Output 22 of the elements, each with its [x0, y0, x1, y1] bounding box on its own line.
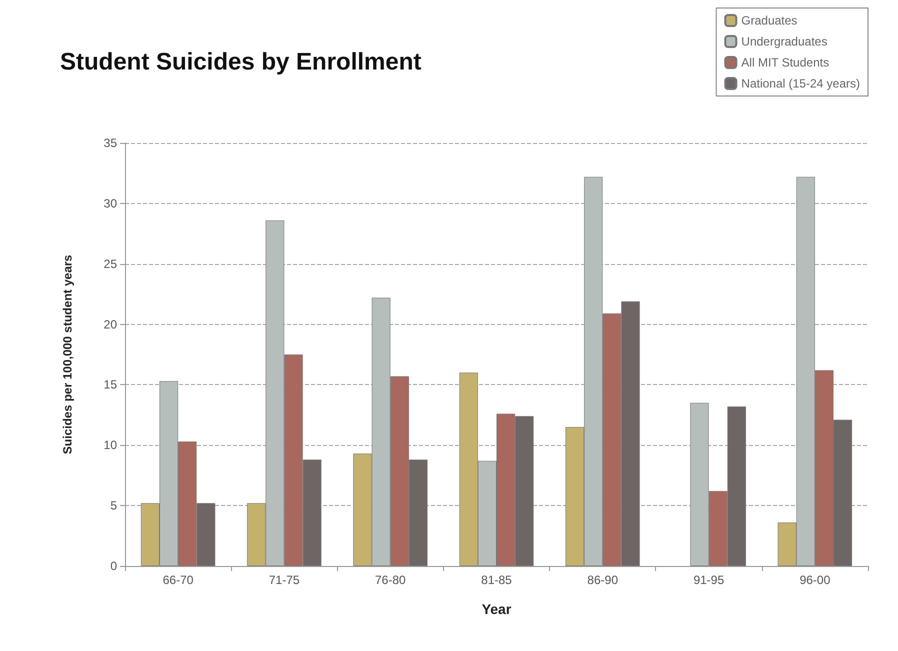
x-tick-label: 91-95 — [693, 573, 724, 587]
chart-title: Student Suicides by Enrollment — [60, 48, 422, 76]
y-tick-label: 10 — [104, 438, 118, 452]
legend-label: All MIT Students — [741, 56, 830, 70]
y-tick-label: 20 — [104, 317, 118, 332]
y-tick-label: 35 — [104, 136, 118, 150]
y-tick-label: 30 — [104, 196, 118, 210]
x-tick-label: 96-00 — [800, 573, 831, 587]
y-tick-label: 25 — [104, 256, 118, 271]
y-tick-label: 0 — [110, 559, 118, 573]
x-tick-label: 76-80 — [375, 573, 406, 587]
x-axis-title: Year — [482, 601, 512, 617]
legend-label: National (15-24 years) — [741, 76, 860, 90]
x-tick-label: 86-90 — [587, 573, 618, 587]
y-axis-title: Suicides per 100,000 student years — [60, 254, 74, 454]
x-tick-label: 81-85 — [481, 573, 512, 587]
x-tick-label: 66-70 — [162, 573, 194, 587]
x-tick-label: 71-75 — [268, 573, 300, 587]
legend-label: Undergraduates — [741, 34, 828, 48]
y-tick-label: 5 — [110, 498, 118, 513]
legend-label: Graduates — [741, 14, 798, 28]
y-tick-label: 15 — [104, 378, 118, 392]
